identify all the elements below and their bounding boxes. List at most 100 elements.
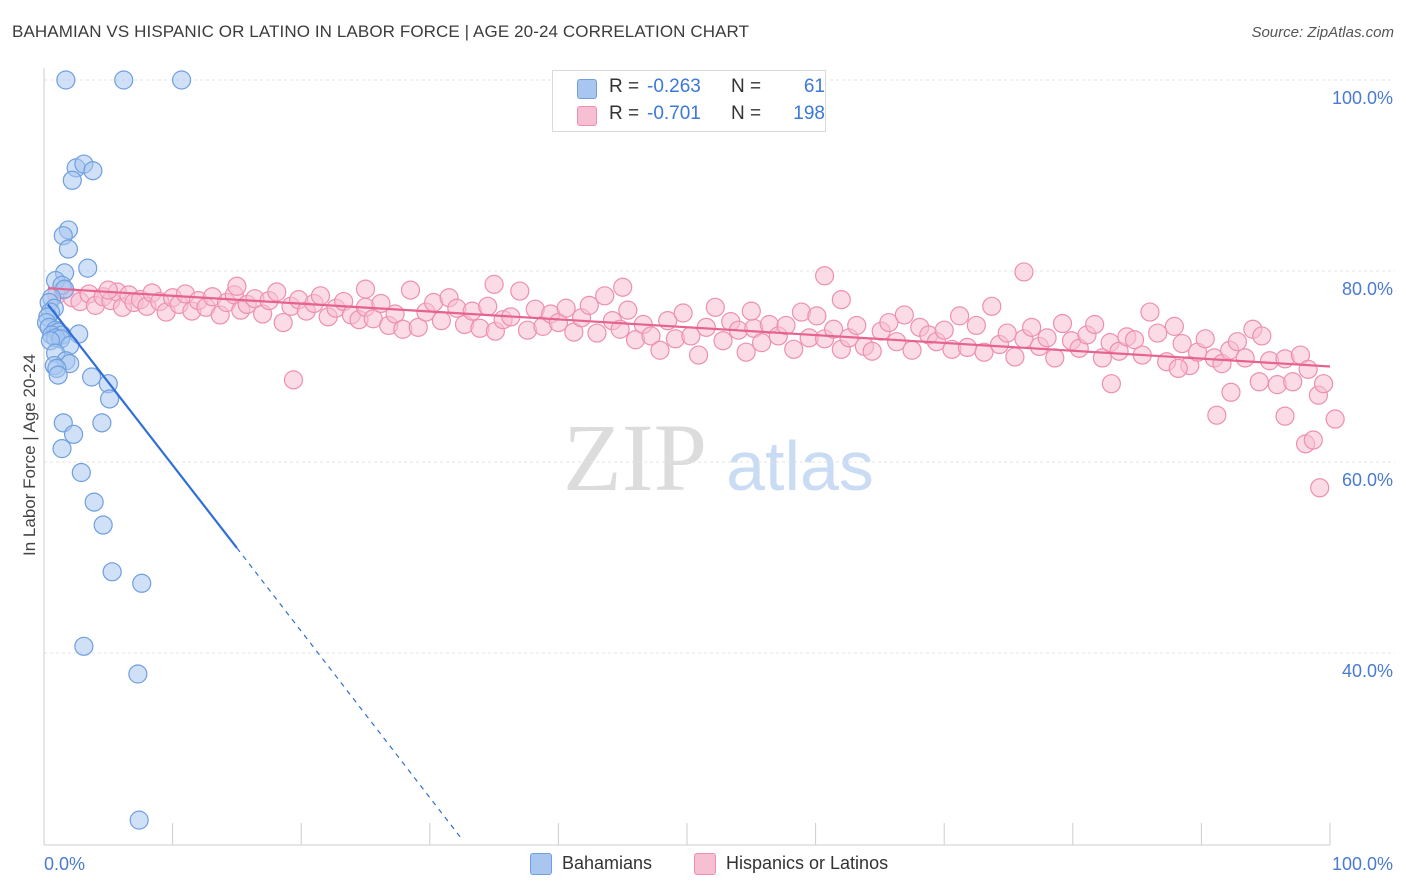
data-point-hispanics-or-latinos xyxy=(641,326,661,346)
tick-labels: 100.0% 80.0% 60.0% 40.0% 0.0% 100.0% xyxy=(44,88,1393,874)
data-point-hispanics-or-latinos xyxy=(1052,313,1073,334)
data-point-hispanics-or-latinos xyxy=(879,312,899,333)
data-point-hispanics-or-latinos xyxy=(431,311,451,331)
data-point-hispanics-or-latinos xyxy=(1235,348,1255,368)
watermark-zip: ZIP xyxy=(563,404,707,511)
y-tick-label: 60.0% xyxy=(1342,470,1393,490)
data-point-hispanics-or-latinos xyxy=(283,370,304,390)
data-point-hispanics-or-latinos xyxy=(807,306,827,326)
data-point-hispanics-or-latinos xyxy=(1325,409,1345,429)
legend-r-label: R = xyxy=(609,103,640,124)
data-point-hispanics-or-latinos xyxy=(613,277,633,297)
data-point-bahamians xyxy=(129,810,149,830)
data-point-bahamians xyxy=(52,439,72,459)
trend-line-bahamians xyxy=(46,303,238,549)
data-point-hispanics-or-latinos xyxy=(1022,317,1042,337)
y-tick-label: 40.0% xyxy=(1342,661,1393,681)
data-point-hispanics-or-latinos xyxy=(974,342,994,362)
bottom-legend-label: Bahamians xyxy=(562,853,653,873)
legend-swatch-bahamians xyxy=(577,79,597,99)
data-point-hispanics-or-latinos xyxy=(1168,358,1188,379)
data-point-hispanics-or-latinos xyxy=(1298,359,1318,379)
data-point-bahamians xyxy=(99,389,120,409)
data-point-hispanics-or-latinos xyxy=(1310,478,1330,498)
data-point-bahamians xyxy=(48,365,68,385)
data-point-hispanics-or-latinos xyxy=(741,301,761,321)
data-point-hispanics-or-latinos xyxy=(1140,302,1160,322)
data-point-bahamians xyxy=(83,161,103,181)
data-point-hispanics-or-latinos xyxy=(950,306,970,326)
data-point-hispanics-or-latinos xyxy=(478,296,498,316)
legend-n-value: 198 xyxy=(793,103,825,124)
data-point-hispanics-or-latinos xyxy=(831,290,851,310)
data-point-hispanics-or-latinos xyxy=(934,320,954,340)
data-point-bahamians xyxy=(172,70,192,90)
legend-r-label: R = xyxy=(609,76,640,97)
data-point-hispanics-or-latinos xyxy=(618,300,638,320)
axes xyxy=(43,68,1331,846)
data-point-hispanics-or-latinos xyxy=(355,279,376,299)
data-point-hispanics-or-latinos xyxy=(1283,372,1303,392)
data-point-bahamians xyxy=(114,70,134,90)
data-point-bahamians xyxy=(93,515,113,535)
data-point-bahamians xyxy=(92,413,112,433)
y-tick-label: 100.0% xyxy=(1332,88,1393,108)
data-point-bahamians xyxy=(102,562,122,582)
data-point-hispanics-or-latinos xyxy=(1037,328,1057,348)
bottom-legend-swatch-bahamians xyxy=(530,853,552,875)
data-point-hispanics-or-latinos xyxy=(1101,374,1121,394)
data-point-hispanics-or-latinos xyxy=(824,319,844,339)
bottom-legend-label: Hispanics or Latinos xyxy=(726,853,889,873)
bottom-legend-swatch-hispanics xyxy=(694,853,716,875)
data-point-hispanics-or-latinos xyxy=(894,305,914,325)
data-point-bahamians xyxy=(128,664,148,684)
data-point-hispanics-or-latinos xyxy=(966,315,986,336)
data-point-hispanics-or-latinos xyxy=(227,276,247,296)
data-point-bahamians xyxy=(78,258,98,278)
legend-r-value: -0.263 xyxy=(647,76,701,97)
source-label: Source: ZipAtlas.com xyxy=(1251,24,1394,41)
data-point-hispanics-or-latinos xyxy=(1014,262,1034,282)
data-point-bahamians xyxy=(63,424,84,444)
data-point-hispanics-or-latinos xyxy=(982,296,1002,316)
data-point-hispanics-or-latinos xyxy=(1303,430,1323,450)
data-point-hispanics-or-latinos xyxy=(267,282,287,302)
legend-n-value: 61 xyxy=(803,76,825,97)
data-point-hispanics-or-latinos xyxy=(1164,316,1184,336)
data-point-hispanics-or-latinos xyxy=(1313,374,1334,394)
data-point-hispanics-or-latinos xyxy=(705,297,725,317)
legend-n-label: N = xyxy=(731,76,762,97)
data-point-hispanics-or-latinos xyxy=(1252,326,1272,346)
data-point-hispanics-or-latinos xyxy=(957,337,977,357)
data-point-hispanics-or-latinos xyxy=(902,340,922,360)
data-point-bahamians xyxy=(84,492,104,512)
watermark: ZIP atlas xyxy=(563,404,874,511)
data-point-hispanics-or-latinos xyxy=(587,323,607,343)
data-point-hispanics-or-latinos xyxy=(484,274,504,294)
data-point-hispanics-or-latinos xyxy=(98,280,118,300)
data-point-hispanics-or-latinos xyxy=(1195,329,1215,349)
data-point-hispanics-or-latinos xyxy=(997,323,1017,343)
data-point-bahamians xyxy=(71,462,91,483)
data-point-bahamians xyxy=(81,367,102,387)
data-point-hispanics-or-latinos xyxy=(751,333,772,353)
correlation-legend: R = -0.263 N = 61 R = -0.701 N = 198 xyxy=(552,70,826,132)
data-point-hispanics-or-latinos xyxy=(510,281,530,301)
trend-lines xyxy=(46,287,1331,840)
data-point-hispanics-or-latinos xyxy=(713,331,733,351)
data-point-hispanics-or-latinos xyxy=(1207,405,1227,425)
data-point-hispanics-or-latinos xyxy=(408,317,428,337)
x-tick-label: 0.0% xyxy=(44,854,85,874)
data-point-hispanics-or-latinos xyxy=(673,303,693,323)
data-point-hispanics-or-latinos xyxy=(688,345,709,365)
data-point-hispanics-or-latinos xyxy=(847,315,867,336)
data-point-hispanics-or-latinos xyxy=(579,295,599,315)
data-point-hispanics-or-latinos xyxy=(1249,372,1269,392)
trend-line-hispanics-or-latinos xyxy=(47,287,1331,368)
data-point-hispanics-or-latinos xyxy=(1085,314,1105,335)
data-point-hispanics-or-latinos xyxy=(310,286,331,306)
data-point-hispanics-or-latinos xyxy=(556,298,576,318)
data-point-hispanics-or-latinos xyxy=(1172,333,1192,354)
data-point-hispanics-or-latinos xyxy=(1221,382,1241,402)
legend-swatch-hispanics xyxy=(577,106,597,126)
